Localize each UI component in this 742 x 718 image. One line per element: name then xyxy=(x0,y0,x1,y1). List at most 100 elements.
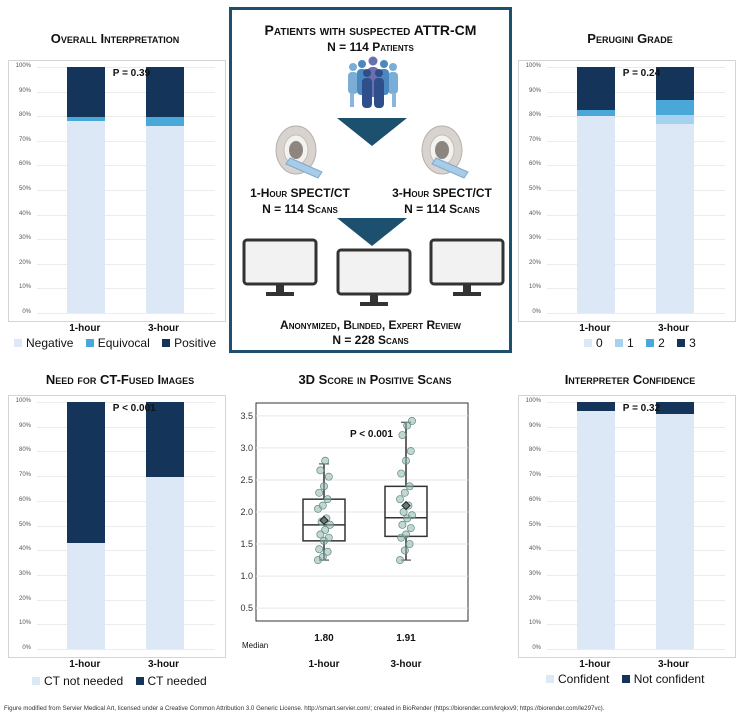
gridline xyxy=(37,525,215,527)
legend-swatch xyxy=(14,338,22,347)
legend-swatch xyxy=(584,338,592,347)
people-group-icon xyxy=(348,56,398,108)
down-arrow-icon xyxy=(337,118,407,146)
legend-item: 2 xyxy=(646,336,665,350)
gridline xyxy=(37,451,215,453)
gridline xyxy=(37,91,215,93)
y-tick-label: 3.5 xyxy=(240,411,253,421)
gridline xyxy=(547,313,725,314)
legend-label: Not confident xyxy=(633,672,705,686)
bar-segment xyxy=(655,414,694,649)
flow-review-n: N = 228 Scans xyxy=(332,333,409,347)
gridline xyxy=(547,239,725,241)
bar-segment xyxy=(655,100,694,115)
gridline xyxy=(37,165,215,167)
y-tick-label: 90% xyxy=(528,422,541,429)
y-tick-label: 10% xyxy=(528,620,541,627)
data-point xyxy=(396,556,404,565)
plot-area: 0% 10% 20% 30% 40% 50% 60% 70% 80% 90% 100% P = 0.3… xyxy=(518,395,736,658)
y-tick-label: 40% xyxy=(528,210,541,217)
bar-segment xyxy=(576,116,615,313)
legend-swatch xyxy=(85,338,94,347)
gridline xyxy=(37,190,215,191)
down-arrow-icon xyxy=(337,218,407,246)
data-point xyxy=(408,511,416,520)
gridline xyxy=(37,402,215,403)
data-point xyxy=(403,421,412,430)
y-tick-label: 70% xyxy=(528,472,541,479)
y-tick-label: 90% xyxy=(528,87,541,94)
y-tick-label: 60% xyxy=(528,161,541,168)
legend-item: Negative xyxy=(14,336,73,350)
x-tick-label: 3-hour xyxy=(147,659,180,670)
spect-scanner-icon xyxy=(275,125,323,179)
data-point xyxy=(324,533,333,542)
legend-item: Confident xyxy=(546,672,609,686)
y-tick-label: 10% xyxy=(18,284,31,291)
y-tick-label: 10% xyxy=(528,284,541,291)
x-tick-label: 3-hour xyxy=(657,659,690,670)
x-tick-label: 3-hour xyxy=(147,323,180,334)
y-tick-label: 100% xyxy=(525,398,541,404)
legend: Negative Equivocal Positive xyxy=(14,336,225,350)
data-point xyxy=(323,547,332,556)
bar-segment xyxy=(655,114,694,124)
p-value-label: P = 0.24 xyxy=(622,68,661,79)
x-tick-label: 1-hour xyxy=(579,323,611,334)
gridline xyxy=(37,140,215,142)
bar-stack xyxy=(66,402,105,649)
chart-title: Interpreter Confidence xyxy=(564,372,696,387)
y-tick-label: 30% xyxy=(528,570,541,577)
gridline xyxy=(547,426,725,428)
data-point xyxy=(315,545,324,554)
computer-monitor-icon xyxy=(336,248,412,306)
legend-swatch xyxy=(646,338,655,347)
gridline xyxy=(547,165,725,167)
bar-segment xyxy=(66,121,105,313)
y-tick-label: 50% xyxy=(528,186,541,192)
gridline xyxy=(37,599,215,601)
legend-item: CT not needed xyxy=(32,674,123,688)
gridline xyxy=(37,500,215,502)
gridline xyxy=(547,402,725,403)
y-tick-label: 80% xyxy=(528,447,541,454)
data-point xyxy=(398,520,407,529)
data-point xyxy=(406,524,415,532)
legend-item: Equivocal xyxy=(85,336,150,350)
y-tick-label: 80% xyxy=(528,112,541,119)
y-tick-label: 100% xyxy=(525,63,541,69)
bar-segment xyxy=(145,67,184,118)
x-tick-label: 3-hour xyxy=(390,659,421,670)
y-tick-label: 20% xyxy=(18,595,31,602)
gridline xyxy=(547,67,725,68)
data-point xyxy=(318,501,327,510)
data-point xyxy=(400,488,409,497)
y-tick-label: 50% xyxy=(18,521,31,528)
y-tick-label: 90% xyxy=(18,87,31,94)
plot-area: 0% 10% 20% 30% 40% 50% 60% 70% 80% 90% 100% P = 0.3… xyxy=(8,60,226,322)
median-value: 1.80 xyxy=(314,633,334,644)
bar-segment xyxy=(66,67,105,118)
x-tick-label: 1-hour xyxy=(579,659,611,670)
legend-swatch xyxy=(135,676,144,685)
bar-stack xyxy=(655,67,694,313)
y-tick-label: 100% xyxy=(15,63,31,69)
y-tick-label: 50% xyxy=(18,186,31,192)
gridline xyxy=(37,313,215,314)
y-tick-label: 60% xyxy=(528,496,541,503)
y-tick-label: 2.0 xyxy=(240,507,253,517)
data-point xyxy=(405,482,414,491)
gridline xyxy=(547,91,725,93)
flow-review-title: Anonymized, Blinded, Expert Review xyxy=(280,318,461,332)
legend-swatch xyxy=(162,338,171,347)
spect-scanner-icon xyxy=(421,125,469,179)
legend-swatch xyxy=(615,338,624,347)
p-value-label: P < 0.001 xyxy=(350,429,393,440)
gridline xyxy=(547,500,725,502)
figure-footer: Figure modified from Servier Medical Art… xyxy=(4,705,605,712)
gridline xyxy=(37,214,215,216)
gridline xyxy=(547,288,725,290)
legend: 0 1 2 3 xyxy=(584,336,705,350)
gridline xyxy=(547,550,725,552)
bar-stack xyxy=(576,402,615,649)
